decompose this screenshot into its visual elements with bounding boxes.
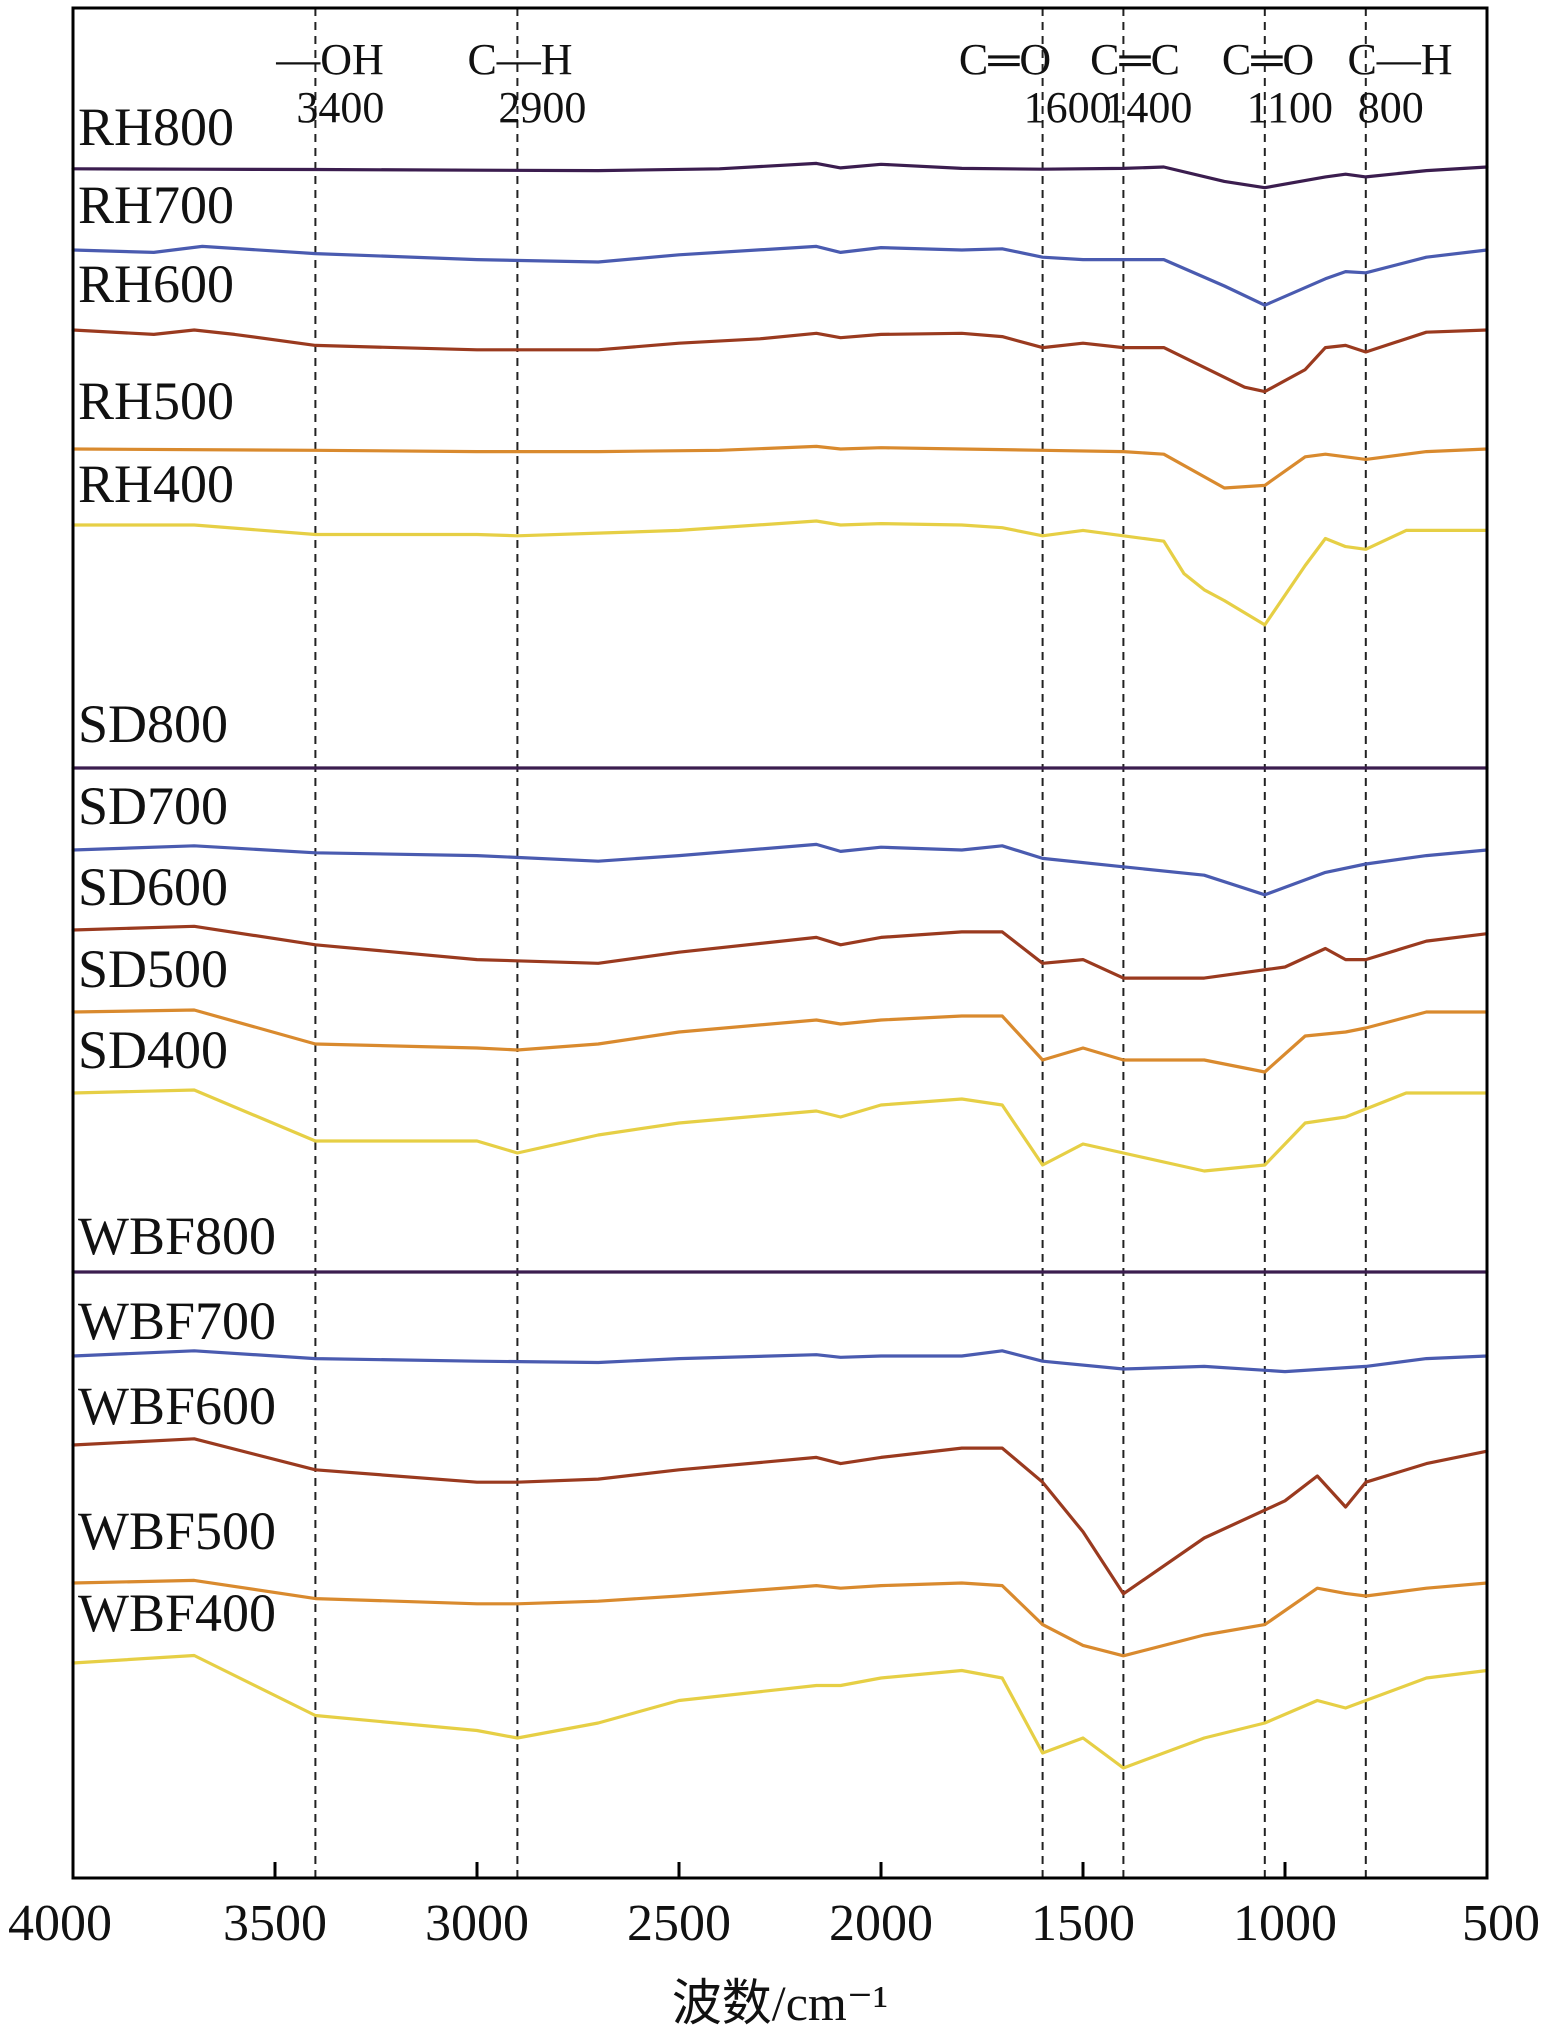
series-WBF600 <box>71 1437 1489 1596</box>
series-SD500 <box>71 1008 1489 1074</box>
series-label-WBF400: WBF400 <box>78 1583 276 1643</box>
series-SD600 <box>71 924 1489 980</box>
series-label-SD800: SD800 <box>78 694 228 754</box>
x-tick-label-500: 500 <box>1462 1895 1540 1952</box>
series-label-WBF800: WBF800 <box>78 1206 276 1266</box>
wavenumber-label-2900: 2900 <box>498 83 586 132</box>
wavenumber-label-1400: 1400 <box>1104 83 1192 132</box>
series-label-WBF500: WBF500 <box>78 1501 276 1561</box>
reference-lines <box>314 8 1367 1878</box>
series-label-RH700: RH700 <box>78 175 234 235</box>
series-WBF500 <box>71 1578 1489 1658</box>
x-tick-label-2500: 2500 <box>627 1895 731 1952</box>
group-label-800: C—H <box>1347 35 1452 84</box>
x-tick-label-2000: 2000 <box>829 1895 933 1952</box>
group-label-1400: C═C <box>1090 35 1180 84</box>
functional-group-labels: —OH3400C—H2900C═O1600C═C1400C═O1100C—H80… <box>275 35 1452 132</box>
series-RH800 <box>71 161 1489 190</box>
series-RH600 <box>71 328 1489 394</box>
spectra-curves <box>71 161 1489 1770</box>
series-label-WBF600: WBF600 <box>78 1376 276 1436</box>
x-tick-label-1000: 1000 <box>1233 1895 1337 1952</box>
x-axis: 4000 3500 3000 2500 2000 1500 1000 500 <box>8 1862 1540 1952</box>
group-label-1100: C═O <box>1222 35 1314 84</box>
wavenumber-label-800: 800 <box>1358 83 1424 132</box>
x-tick-label-1500: 1500 <box>1031 1895 1135 1952</box>
series-label-RH400: RH400 <box>78 454 234 514</box>
series-label-RH800: RH800 <box>78 97 234 157</box>
series-WBF700 <box>71 1349 1489 1374</box>
x-tick-label-3000: 3000 <box>425 1895 529 1952</box>
group-label-1600: C═O <box>959 35 1051 84</box>
panel-dividers <box>73 766 1487 1274</box>
series-labels: RH800 RH700 RH600 RH500 RH400 SD800 SD700 SD600… <box>78 97 276 1643</box>
x-axis-title: 波数/cm⁻¹ <box>672 1975 888 2031</box>
wavenumber-label-1600: 1600 <box>1024 83 1112 132</box>
plot-frame <box>71 6 1489 1880</box>
series-RH500 <box>71 444 1489 490</box>
wavenumber-label-1100: 1100 <box>1247 83 1333 132</box>
series-label-SD500: SD500 <box>78 939 228 999</box>
series-SD400 <box>71 1088 1489 1173</box>
series-label-SD600: SD600 <box>78 857 228 917</box>
series-label-RH500: RH500 <box>78 371 234 431</box>
series-WBF400 <box>71 1653 1489 1770</box>
series-label-SD400: SD400 <box>78 1020 228 1080</box>
series-RH400 <box>71 519 1489 627</box>
series-RH700 <box>71 244 1489 307</box>
series-label-RH600: RH600 <box>78 254 234 314</box>
group-label-2900: C—H <box>467 35 572 84</box>
group-label-3400: —OH <box>275 35 384 84</box>
x-tick-label-4000: 4000 <box>8 1895 112 1952</box>
series-SD700 <box>71 842 1489 897</box>
wavenumber-label-3400: 3400 <box>296 83 384 132</box>
series-label-SD700: SD700 <box>78 776 228 836</box>
x-tick-label-3500: 3500 <box>223 1895 327 1952</box>
series-label-WBF700: WBF700 <box>78 1291 276 1351</box>
